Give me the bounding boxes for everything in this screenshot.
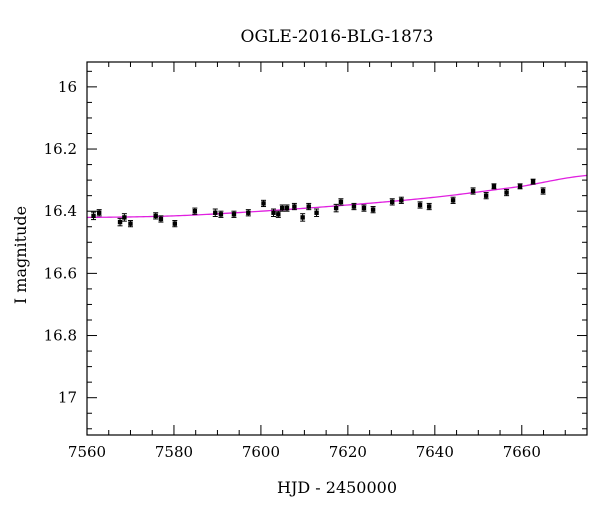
- y-tick-label: 16: [58, 78, 77, 96]
- point-marker: [231, 212, 237, 217]
- data-point: [172, 220, 178, 228]
- data-point: [540, 187, 546, 195]
- point-marker: [128, 221, 133, 226]
- point-marker: [284, 205, 290, 211]
- data-point: [517, 183, 523, 190]
- y-tick-label: 16.8: [44, 327, 77, 345]
- data-point: [483, 192, 489, 200]
- point-marker: [333, 205, 339, 211]
- point-marker: [300, 215, 305, 220]
- data-point: [398, 196, 404, 204]
- point-marker: [96, 210, 102, 215]
- data-point: [314, 208, 320, 217]
- data-point: [271, 208, 277, 217]
- chart-title: OGLE-2016-BLG-1873: [241, 27, 434, 47]
- data-point: [351, 202, 357, 211]
- point-marker: [417, 202, 423, 208]
- point-marker: [351, 204, 357, 209]
- x-axis-label: HJD - 2450000: [277, 478, 397, 497]
- point-marker: [540, 188, 546, 194]
- point-marker: [91, 213, 96, 219]
- point-marker: [117, 219, 123, 225]
- data-point: [91, 211, 97, 221]
- data-point: [284, 204, 290, 212]
- data-point: [470, 187, 476, 195]
- point-marker: [261, 201, 266, 206]
- point-marker: [122, 215, 127, 220]
- point-marker: [213, 210, 218, 215]
- point-marker: [271, 210, 276, 215]
- data-point: [275, 210, 281, 218]
- data-point: [212, 208, 218, 217]
- point-marker: [338, 199, 344, 205]
- y-axis-label: I magnitude: [11, 206, 30, 304]
- point-marker: [530, 179, 536, 184]
- data-points: [91, 178, 546, 228]
- point-marker: [504, 190, 509, 195]
- data-point: [291, 202, 297, 211]
- data-point: [389, 198, 395, 206]
- data-point: [121, 213, 127, 222]
- point-marker: [292, 204, 297, 209]
- x-tick-label: 7560: [68, 443, 106, 461]
- x-tick-label: 7580: [155, 443, 193, 461]
- point-marker: [192, 209, 198, 214]
- data-point: [417, 201, 423, 209]
- data-point: [261, 199, 267, 208]
- point-marker: [517, 184, 523, 189]
- data-point: [370, 206, 376, 214]
- point-marker: [450, 198, 456, 203]
- data-point: [306, 202, 312, 211]
- point-marker: [158, 216, 164, 222]
- data-point: [300, 213, 306, 222]
- model-curve: [86, 174, 588, 219]
- data-point: [158, 215, 164, 223]
- point-marker: [426, 204, 432, 209]
- data-point: [117, 217, 123, 227]
- x-tick-label: 7640: [416, 443, 454, 461]
- data-point: [245, 209, 251, 217]
- data-point: [127, 220, 133, 228]
- tick-labels: 7560 7580 7600 7620 7640 7660 16 16.2 16.4 16.6 16…: [44, 78, 541, 461]
- point-marker: [276, 212, 281, 217]
- point-marker: [399, 198, 404, 203]
- data-point: [218, 210, 224, 218]
- point-marker: [314, 210, 319, 215]
- data-point: [491, 183, 497, 190]
- point-marker: [280, 205, 285, 211]
- point-marker: [470, 188, 476, 194]
- data-point: [96, 209, 102, 217]
- data-point: [279, 204, 285, 212]
- point-marker: [246, 210, 251, 215]
- point-marker: [491, 184, 497, 189]
- data-point: [426, 202, 432, 211]
- point-marker: [172, 221, 178, 226]
- axis-ticks: [86, 62, 588, 435]
- data-point: [192, 207, 198, 215]
- x-tick-label: 7620: [329, 443, 367, 461]
- y-tick-label: 16.6: [44, 264, 77, 282]
- y-tick-label: 16.2: [44, 140, 77, 158]
- plot-frame: [86, 61, 588, 436]
- point-marker: [483, 193, 489, 198]
- point-marker: [153, 213, 158, 219]
- x-tick-label: 7600: [242, 443, 280, 461]
- point-marker: [390, 199, 395, 205]
- data-point: [333, 203, 339, 213]
- point-marker: [306, 204, 311, 209]
- data-point: [338, 198, 344, 206]
- x-tick-label: 7660: [503, 443, 541, 461]
- data-point: [153, 212, 159, 220]
- point-marker: [370, 207, 376, 212]
- data-point: [361, 204, 367, 212]
- data-point: [530, 178, 536, 185]
- data-point: [504, 188, 510, 197]
- y-tick-label: 17: [58, 389, 77, 407]
- y-tick-label: 16.4: [44, 202, 77, 220]
- data-point: [231, 210, 237, 218]
- data-point: [450, 196, 456, 204]
- point-marker: [218, 212, 224, 217]
- point-marker: [361, 205, 367, 211]
